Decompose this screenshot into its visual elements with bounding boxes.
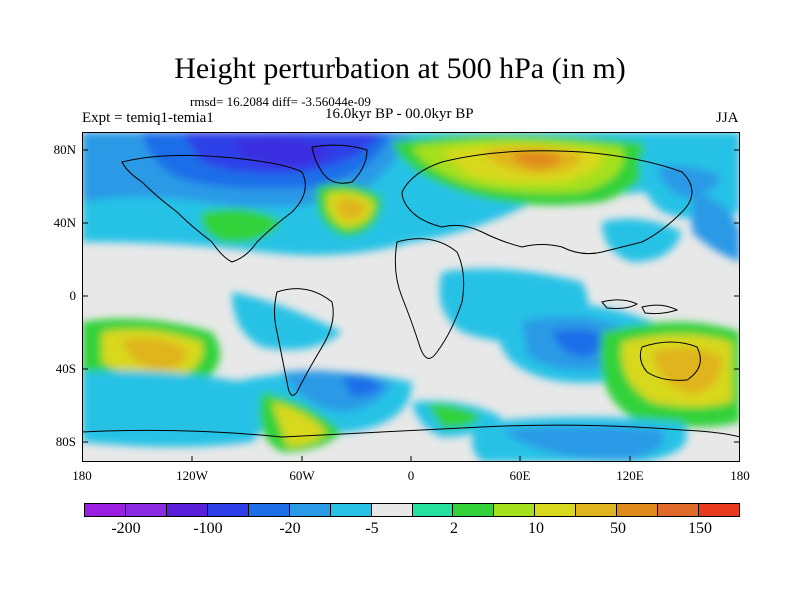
x-tick-60e: 60E bbox=[509, 468, 531, 483]
y-tick-40n: 40N bbox=[53, 215, 76, 230]
x-tick-120e: 120E bbox=[616, 468, 644, 483]
colorbar-swatch bbox=[576, 504, 618, 516]
colorbar-swatch bbox=[699, 504, 739, 516]
colorbar-swatch bbox=[330, 504, 372, 516]
y-tick-80n: 80N bbox=[53, 142, 76, 157]
colorbar-swatch bbox=[166, 504, 208, 516]
colorbar-swatch bbox=[617, 504, 659, 516]
colorbar-label: -20 bbox=[279, 520, 301, 537]
colorbar-label: 150 bbox=[688, 520, 712, 537]
contour-field bbox=[82, 132, 740, 462]
rmsd-diff-text: rmsd= 16.2084 diff= -3.56044e-09 bbox=[190, 94, 371, 109]
map-title: Height perturbation at 500 hPa (in m) bbox=[174, 52, 626, 85]
y-tick-40s: 40S bbox=[55, 361, 76, 376]
coastlines bbox=[82, 144, 740, 438]
axis-ticks bbox=[82, 149, 740, 462]
x-tick-180e: 180 bbox=[730, 468, 750, 483]
colorbar-swatch bbox=[85, 504, 126, 516]
x-tick-120w: 120W bbox=[176, 468, 208, 483]
y-tick-80s: 80S bbox=[55, 434, 76, 449]
colorbar-swatch bbox=[658, 504, 700, 516]
color-bar bbox=[84, 503, 740, 517]
y-tick-0: 0 bbox=[69, 288, 77, 303]
height-perturbation-map bbox=[82, 132, 740, 462]
time-period-label: 16.0kyr BP - 00.0kyr BP bbox=[325, 106, 474, 122]
colorbar-label: -100 bbox=[193, 520, 223, 537]
colorbar-label: 50 bbox=[610, 520, 626, 537]
colorbar-swatch bbox=[248, 504, 290, 516]
colorbar-swatch bbox=[371, 504, 413, 516]
colorbar-swatch bbox=[412, 504, 454, 516]
colorbar-label: 10 bbox=[528, 520, 544, 537]
x-tick-0: 0 bbox=[407, 468, 415, 483]
season-label: JJA bbox=[716, 110, 739, 126]
colorbar-swatch bbox=[125, 504, 167, 516]
x-tick-60w: 60W bbox=[289, 468, 315, 483]
colorbar-swatch bbox=[207, 504, 249, 516]
colorbar-swatch bbox=[453, 504, 495, 516]
colorbar-swatch bbox=[494, 504, 536, 516]
experiment-label: Expt = temiq1-temia1 bbox=[82, 110, 214, 126]
x-tick-180w: 180 bbox=[72, 468, 92, 483]
colorbar-swatch bbox=[289, 504, 331, 516]
colorbar-label: -200 bbox=[111, 520, 141, 537]
colorbar-swatch bbox=[535, 504, 577, 516]
colorbar-label: 2 bbox=[450, 520, 458, 537]
colorbar-label: -5 bbox=[365, 520, 379, 537]
